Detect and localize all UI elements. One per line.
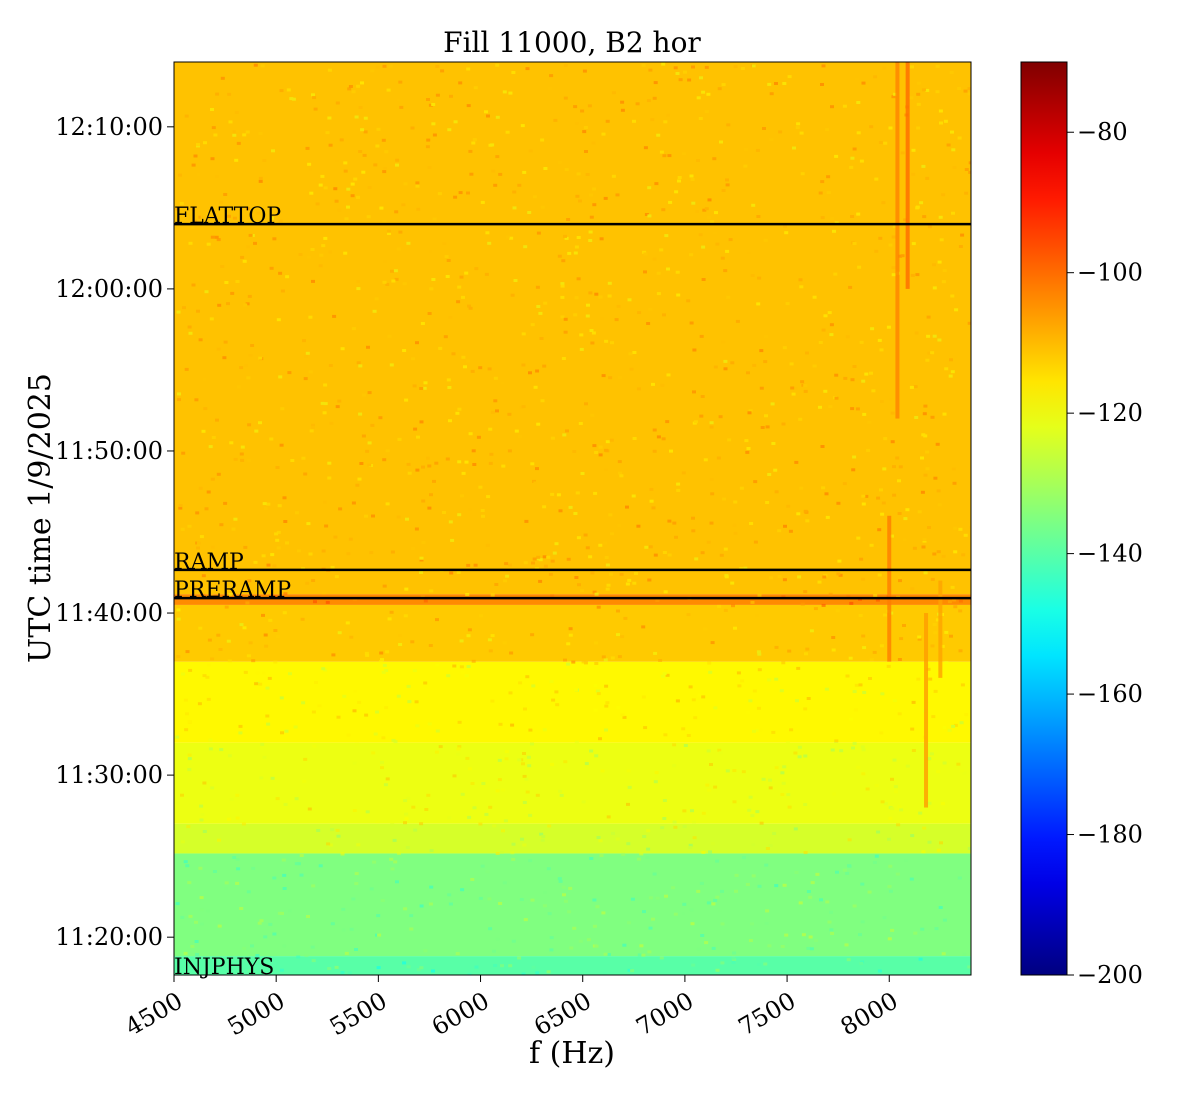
spectral-line — [887, 515, 892, 662]
heatmap-noise — [175, 62, 971, 975]
heatmap-band — [174, 661, 971, 743]
colorbar-tick-label: −160 — [1077, 680, 1143, 708]
colorbar-tick-label: −140 — [1077, 540, 1143, 568]
y-axis-ticks: 11:20:00 11:30:00 11:40:00 11:50:00 12:00:00… — [55, 113, 174, 951]
spectral-line — [924, 613, 929, 808]
plot-frame — [173, 61, 972, 976]
colorbar-tick-label: −180 — [1077, 821, 1143, 849]
colorbar-tick-label: −80 — [1077, 118, 1128, 146]
heatmap-band — [174, 594, 971, 605]
y-tick-label: 11:20:00 — [55, 923, 163, 951]
y-tick-label: 12:00:00 — [55, 275, 163, 303]
x-axis-label: f (Hz) — [529, 1036, 615, 1071]
heatmap-band — [174, 956, 971, 975]
y-tick-label: 11:30:00 — [55, 761, 163, 789]
heatmap-band — [174, 823, 971, 854]
x-tick-label: 7500 — [734, 986, 801, 1041]
x-tick-label: 6500 — [529, 986, 596, 1041]
colorbar — [1020, 61, 1068, 976]
x-tick-label: 5000 — [223, 986, 290, 1041]
y-tick-label: 11:50:00 — [55, 437, 163, 465]
y-tick-label: 11:40:00 — [55, 599, 163, 627]
chart-title: Fill 11000, B2 hor — [443, 26, 701, 59]
x-axis-ticks: 4500 5000 5500 6000 6500 7000 7500 8000 — [121, 975, 903, 1041]
phase-label: RAMP — [174, 550, 244, 575]
phase-label: INJPHYS — [174, 955, 274, 980]
y-tick-label: 12:10:00 — [55, 113, 163, 141]
heatmap-band — [174, 604, 971, 662]
colorbar-tick-label: −200 — [1077, 961, 1143, 989]
heatmap-band — [174, 853, 971, 957]
x-tick-label: 4500 — [121, 986, 188, 1041]
colorbar-tick-label: −120 — [1077, 399, 1143, 427]
colorbar-tick-label: −100 — [1077, 259, 1143, 287]
heatmap-band — [174, 62, 971, 595]
y-axis-label: UTC time 1/9/2025 — [23, 373, 58, 663]
spectrogram-heatmap — [174, 62, 971, 975]
phase-label: FLATTOP — [174, 204, 281, 229]
x-tick-label: 6000 — [427, 986, 494, 1041]
phase-markers: FLATTOP RAMP PRERAMP INJPHYS — [174, 204, 971, 980]
spectral-line — [905, 62, 910, 289]
spectral-line — [895, 62, 900, 419]
colorbar-ticks: −80 −100 −120 −140 −160 −180 −200 — [1067, 118, 1143, 989]
heatmap-band — [174, 742, 971, 824]
spectral-line — [938, 580, 943, 678]
x-tick-label: 8000 — [836, 986, 903, 1041]
x-tick-label: 5500 — [325, 986, 392, 1041]
phase-label: PRERAMP — [174, 578, 291, 603]
x-tick-label: 7000 — [631, 986, 698, 1041]
